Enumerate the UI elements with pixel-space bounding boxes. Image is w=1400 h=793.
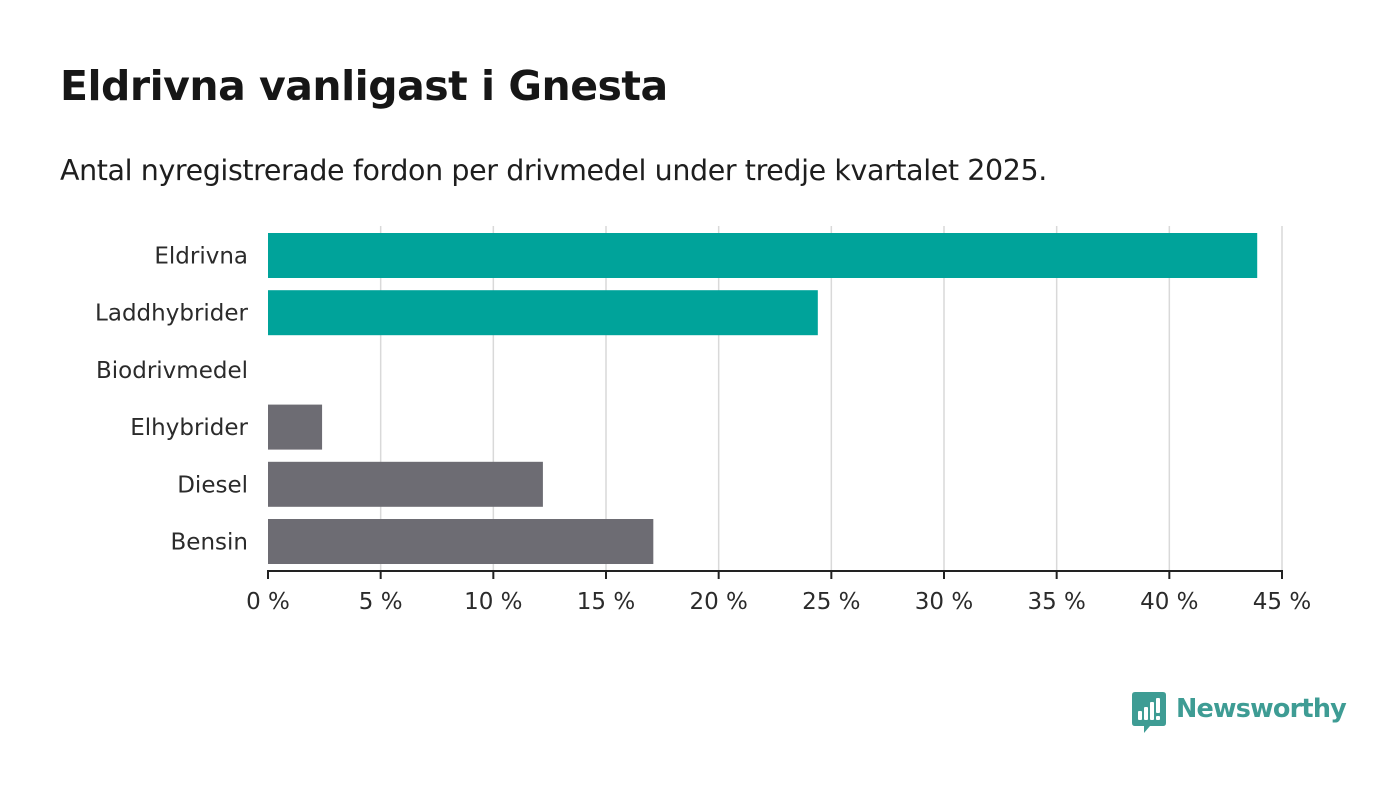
category-label: Elhybrider bbox=[130, 415, 248, 441]
x-tick-label: 20 % bbox=[689, 589, 747, 615]
newsworthy-logo-text: Newsworthy bbox=[1176, 694, 1347, 725]
newsworthy-logo-icon bbox=[1132, 692, 1166, 733]
category-label: Bensin bbox=[171, 530, 248, 556]
x-tick-label: 30 % bbox=[915, 589, 973, 615]
x-tick-label: 35 % bbox=[1027, 589, 1085, 615]
bar-diesel bbox=[268, 461, 543, 507]
bar-bensin bbox=[268, 519, 654, 564]
chart-title: Eldrivna vanligast i Gnesta bbox=[60, 62, 668, 110]
category-label: Laddhybrider bbox=[95, 301, 248, 327]
x-tick-label: 40 % bbox=[1140, 589, 1198, 615]
category-label: Biodrivmedel bbox=[96, 358, 248, 384]
bars bbox=[268, 233, 1258, 564]
x-axis: 0 % 5 % 10 % 15 % 20 % 25 % 30 % 35 % 40 % 45 % bbox=[246, 570, 1311, 615]
bar-eldrivna bbox=[268, 233, 1258, 278]
category-label: Diesel bbox=[177, 472, 248, 498]
x-tick-label: 45 % bbox=[1253, 589, 1311, 615]
x-tick-label: 0 % bbox=[246, 589, 290, 615]
category-label: Eldrivna bbox=[154, 244, 248, 270]
gridlines bbox=[379, 226, 1283, 571]
x-tick-label: 25 % bbox=[802, 589, 860, 615]
category-labels: Eldrivna Laddhybrider Biodrivmedel Elhybrid… bbox=[95, 244, 248, 556]
x-tick-label: 10 % bbox=[464, 589, 522, 615]
chart-subtitle: Antal nyregistrerade fordon per drivmede… bbox=[60, 154, 1047, 187]
newsworthy-logo: Newsworthy bbox=[1132, 692, 1347, 734]
bar-elhybrider bbox=[268, 404, 323, 450]
x-tick-label: 5 % bbox=[359, 589, 403, 615]
bar-laddhybrider bbox=[268, 290, 818, 336]
x-tick-label: 15 % bbox=[577, 589, 635, 615]
